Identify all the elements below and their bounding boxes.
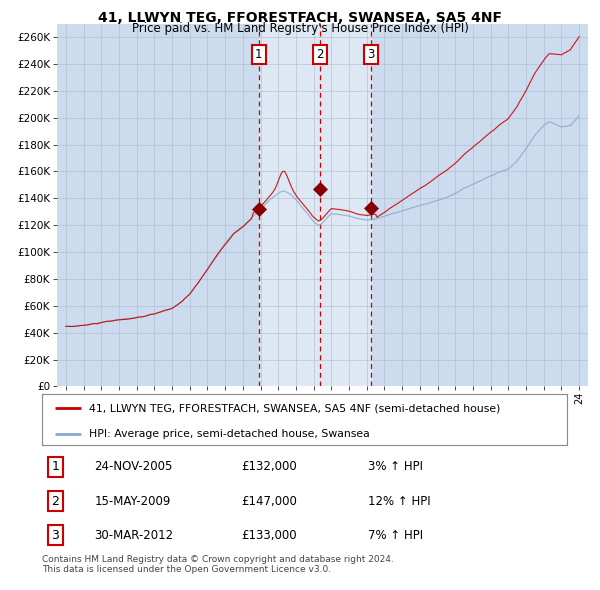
Text: 1: 1 xyxy=(255,48,263,61)
Bar xyxy=(259,24,371,386)
Text: 41, LLWYN TEG, FFORESTFACH, SWANSEA, SA5 4NF: 41, LLWYN TEG, FFORESTFACH, SWANSEA, SA5… xyxy=(98,11,502,25)
Text: 12% ↑ HPI: 12% ↑ HPI xyxy=(367,494,430,507)
Text: £133,000: £133,000 xyxy=(241,529,297,542)
Text: 15-MAY-2009: 15-MAY-2009 xyxy=(95,494,171,507)
Text: 2: 2 xyxy=(316,48,324,61)
Text: 30-MAR-2012: 30-MAR-2012 xyxy=(95,529,173,542)
Text: £132,000: £132,000 xyxy=(241,460,297,474)
Text: 7% ↑ HPI: 7% ↑ HPI xyxy=(367,529,422,542)
Text: 41, LLWYN TEG, FFORESTFACH, SWANSEA, SA5 4NF (semi-detached house): 41, LLWYN TEG, FFORESTFACH, SWANSEA, SA5… xyxy=(89,403,500,413)
Text: 3: 3 xyxy=(367,48,375,61)
Text: Price paid vs. HM Land Registry's House Price Index (HPI): Price paid vs. HM Land Registry's House … xyxy=(131,22,469,35)
Text: 3: 3 xyxy=(51,529,59,542)
Text: 3% ↑ HPI: 3% ↑ HPI xyxy=(367,460,422,474)
Text: 1: 1 xyxy=(51,460,59,474)
Text: £147,000: £147,000 xyxy=(241,494,298,507)
Text: Contains HM Land Registry data © Crown copyright and database right 2024.
This d: Contains HM Land Registry data © Crown c… xyxy=(42,555,394,574)
Text: 24-NOV-2005: 24-NOV-2005 xyxy=(95,460,173,474)
Text: 2: 2 xyxy=(51,494,59,507)
Text: HPI: Average price, semi-detached house, Swansea: HPI: Average price, semi-detached house,… xyxy=(89,429,370,439)
